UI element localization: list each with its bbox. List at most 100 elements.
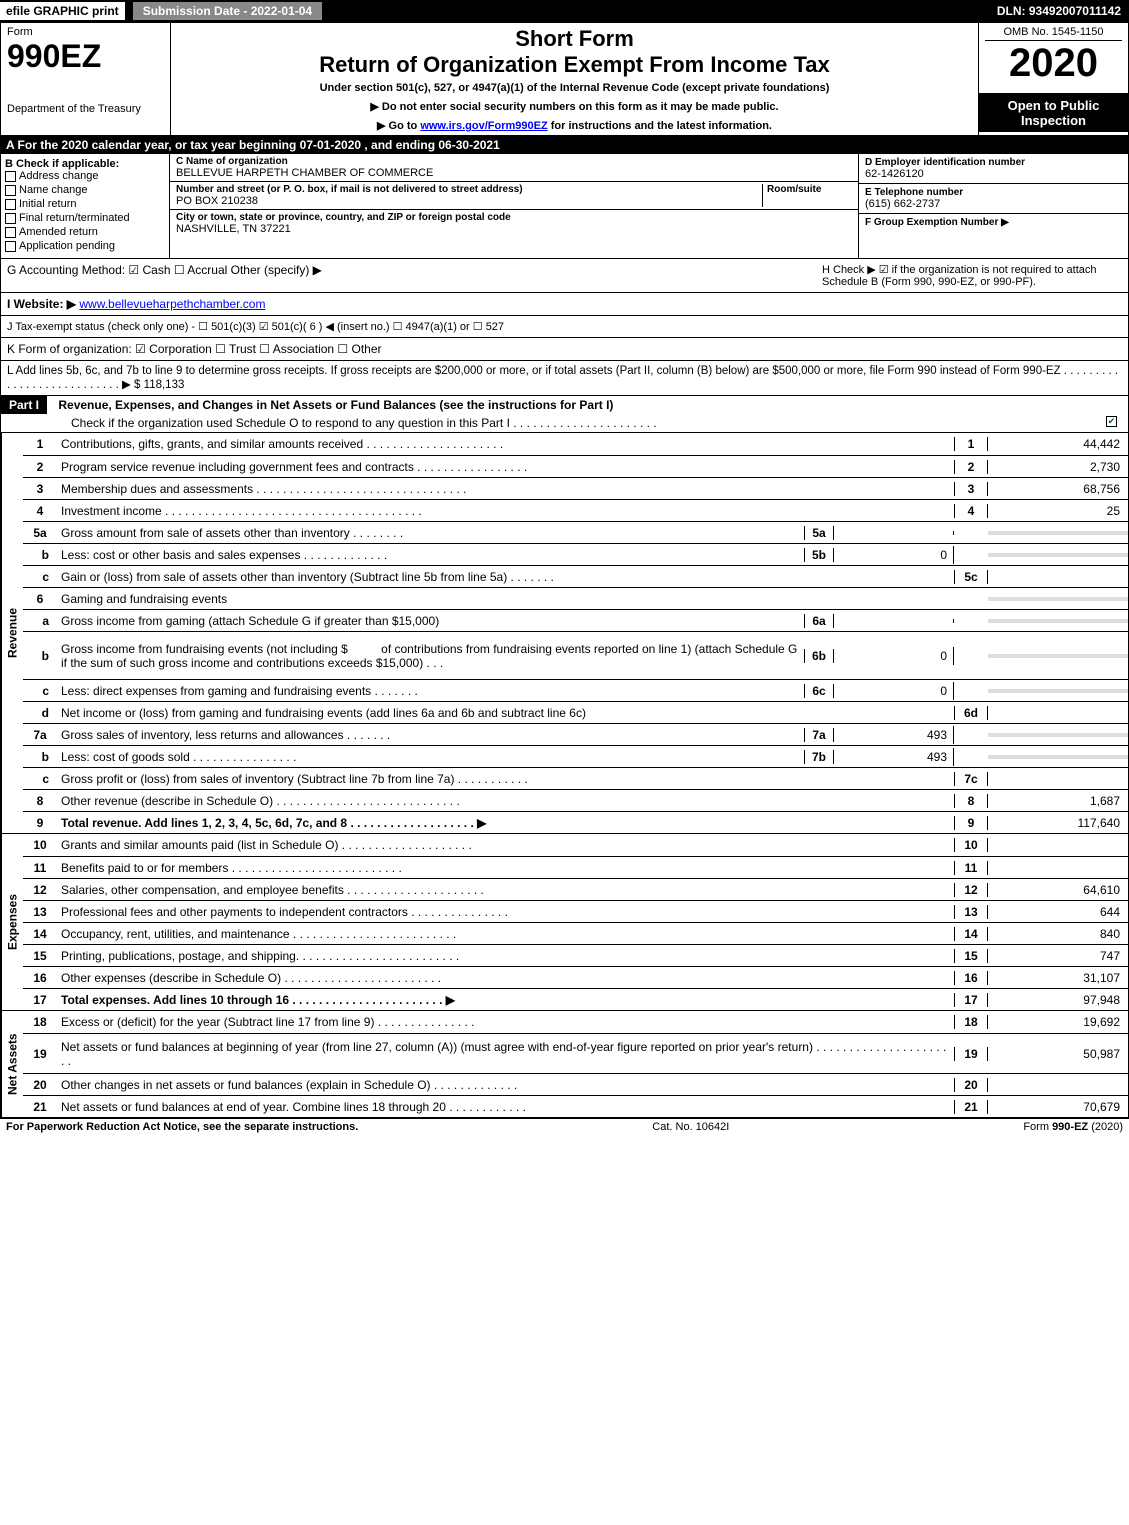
line-20-desc: Other changes in net assets or fund bala…: [57, 1076, 954, 1094]
section-k-form-org: K Form of organization: ☑ Corporation ☐ …: [0, 338, 1129, 361]
line-2-desc: Program service revenue including govern…: [57, 458, 954, 476]
line-20-num: 20: [23, 1076, 57, 1094]
line-6a-num: a: [23, 612, 57, 630]
line-2-boxnum: 2: [954, 460, 988, 474]
line-6a-desc: Gross income from gaming (attach Schedul…: [57, 612, 804, 630]
line-19-num: 19: [23, 1045, 57, 1063]
check-application-pending[interactable]: Application pending: [5, 240, 165, 252]
line-9-desc: Total revenue. Add lines 1, 2, 3, 4, 5c,…: [57, 814, 954, 832]
line-6b-midval: 0: [834, 647, 954, 665]
check-name-change[interactable]: Name change: [5, 184, 165, 196]
website-link[interactable]: www.bellevueharpethchamber.com: [79, 297, 265, 311]
line-18-value: 19,692: [988, 1013, 1128, 1031]
header-table: Form 990EZ Department of the Treasury Sh…: [0, 22, 1129, 136]
line-2-value: 2,730: [988, 458, 1128, 476]
line-5c-num: c: [23, 568, 57, 586]
line-7c-desc: Gross profit or (loss) from sales of inv…: [57, 770, 954, 788]
under-section: Under section 501(c), 527, or 4947(a)(1)…: [177, 82, 972, 94]
footer-form-id: Form 990-EZ (2020): [1023, 1121, 1123, 1133]
part1-title: Revenue, Expenses, and Changes in Net As…: [50, 398, 613, 412]
line-8-value: 1,687: [988, 792, 1128, 810]
section-def: D Employer identification number 62-1426…: [859, 154, 1129, 259]
revenue-vlabel: Revenue: [1, 433, 23, 833]
line-17-num: 17: [23, 991, 57, 1009]
line-6b-num: b: [23, 647, 57, 665]
line-13-value: 644: [988, 903, 1128, 921]
line-6d-desc: Net income or (loss) from gaming and fun…: [57, 704, 954, 722]
line-7b-desc: Less: cost of goods sold . . . . . . . .…: [57, 748, 804, 766]
line-7a-value: [988, 733, 1128, 737]
line-17-value: 97,948: [988, 991, 1128, 1009]
line-7a-desc: Gross sales of inventory, less returns a…: [57, 726, 804, 744]
line-11-desc: Benefits paid to or for members . . . . …: [57, 859, 954, 877]
department: Department of the Treasury: [7, 103, 164, 115]
page-footer: For Paperwork Reduction Act Notice, see …: [0, 1118, 1129, 1135]
line-8-num: 8: [23, 792, 57, 810]
line-21-num: 21: [23, 1098, 57, 1116]
expenses-vlabel: Expenses: [1, 834, 23, 1010]
line-20-value: [988, 1083, 1128, 1087]
check-initial-return[interactable]: Initial return: [5, 198, 165, 210]
org-city: NASHVILLE, TN 37221: [176, 223, 852, 235]
line-1-desc: Contributions, gifts, grants, and simila…: [57, 435, 954, 453]
line-13-boxnum: 13: [954, 905, 988, 919]
i-label: I Website: ▶: [7, 297, 76, 311]
line-7a-num: 7a: [23, 726, 57, 744]
line-6-desc: Gaming and fundraising events: [57, 590, 954, 608]
line-16-value: 31,107: [988, 969, 1128, 987]
line-7b-midnum: 7b: [804, 750, 834, 764]
check-final-return[interactable]: Final return/terminated: [5, 212, 165, 224]
line-6d-value: [988, 711, 1128, 715]
line-9-value: 117,640: [988, 814, 1128, 832]
line-6c-value: [988, 689, 1128, 693]
check-amended-return[interactable]: Amended return: [5, 226, 165, 238]
line-10-value: [988, 843, 1128, 847]
line-5a-desc: Gross amount from sale of assets other t…: [57, 524, 804, 542]
line-5b-value: [988, 553, 1128, 557]
line-7a-midnum: 7a: [804, 728, 834, 742]
part1-check-line: Check if the organization used Schedule …: [71, 416, 1106, 430]
line-13-desc: Professional fees and other payments to …: [57, 903, 954, 921]
irs-link[interactable]: www.irs.gov/Form990EZ: [420, 120, 547, 132]
check-if-applicable: B Check if applicable:: [5, 158, 165, 170]
line-12-boxnum: 12: [954, 883, 988, 897]
check-address-change[interactable]: Address change: [5, 170, 165, 182]
line-1-num: 1: [23, 435, 57, 453]
section-g-h: G Accounting Method: ☑ Cash ☐ Accrual Ot…: [0, 259, 1129, 293]
line-3-boxnum: 3: [954, 482, 988, 496]
form-label: Form: [7, 26, 164, 38]
schedule-o-checkbox[interactable]: [1106, 416, 1117, 427]
phone-value: (615) 662-2737: [865, 198, 1122, 210]
line-21-value: 70,679: [988, 1098, 1128, 1116]
line-3-value: 68,756: [988, 480, 1128, 498]
top-bar: efile GRAPHIC print Submission Date - 20…: [0, 0, 1129, 22]
line-7c-value: [988, 777, 1128, 781]
line-19-value: 50,987: [988, 1045, 1128, 1063]
line-6-num: 6: [23, 590, 57, 608]
line-16-num: 16: [23, 969, 57, 987]
line-21-boxnum: 21: [954, 1100, 988, 1114]
room-label: Room/suite: [767, 184, 852, 195]
line-4-desc: Investment income . . . . . . . . . . . …: [57, 502, 954, 520]
open-to-public: Open to Public Inspection: [979, 94, 1128, 132]
line-17-desc: Total expenses. Add lines 10 through 16 …: [57, 991, 954, 1009]
section-i-website: I Website: ▶ www.bellevueharpethchamber.…: [0, 293, 1129, 316]
line-21-desc: Net assets or fund balances at end of ye…: [57, 1098, 954, 1116]
return-title: Return of Organization Exempt From Incom…: [177, 52, 972, 78]
line-20-boxnum: 20: [954, 1078, 988, 1092]
line-14-boxnum: 14: [954, 927, 988, 941]
section-l-gross-receipts: L Add lines 5b, 6c, and 7b to line 9 to …: [0, 361, 1129, 396]
g-accounting-method: G Accounting Method: ☑ Cash ☐ Accrual Ot…: [7, 263, 822, 288]
line-7b-num: b: [23, 748, 57, 766]
line-4-value: 25: [988, 502, 1128, 520]
line-10-num: 10: [23, 836, 57, 854]
line-15-boxnum: 15: [954, 949, 988, 963]
line-12-desc: Salaries, other compensation, and employ…: [57, 881, 954, 899]
section-c-name-address: C Name of organization BELLEVUE HARPETH …: [170, 154, 859, 259]
line-19-desc: Net assets or fund balances at beginning…: [57, 1038, 954, 1070]
revenue-section: Revenue 1Contributions, gifts, grants, a…: [0, 433, 1129, 834]
line-14-desc: Occupancy, rent, utilities, and maintena…: [57, 925, 954, 943]
go-to-instructions: ▶ Go to www.irs.gov/Form990EZ for instru…: [177, 119, 972, 132]
line-16-boxnum: 16: [954, 971, 988, 985]
line-7c-num: c: [23, 770, 57, 788]
